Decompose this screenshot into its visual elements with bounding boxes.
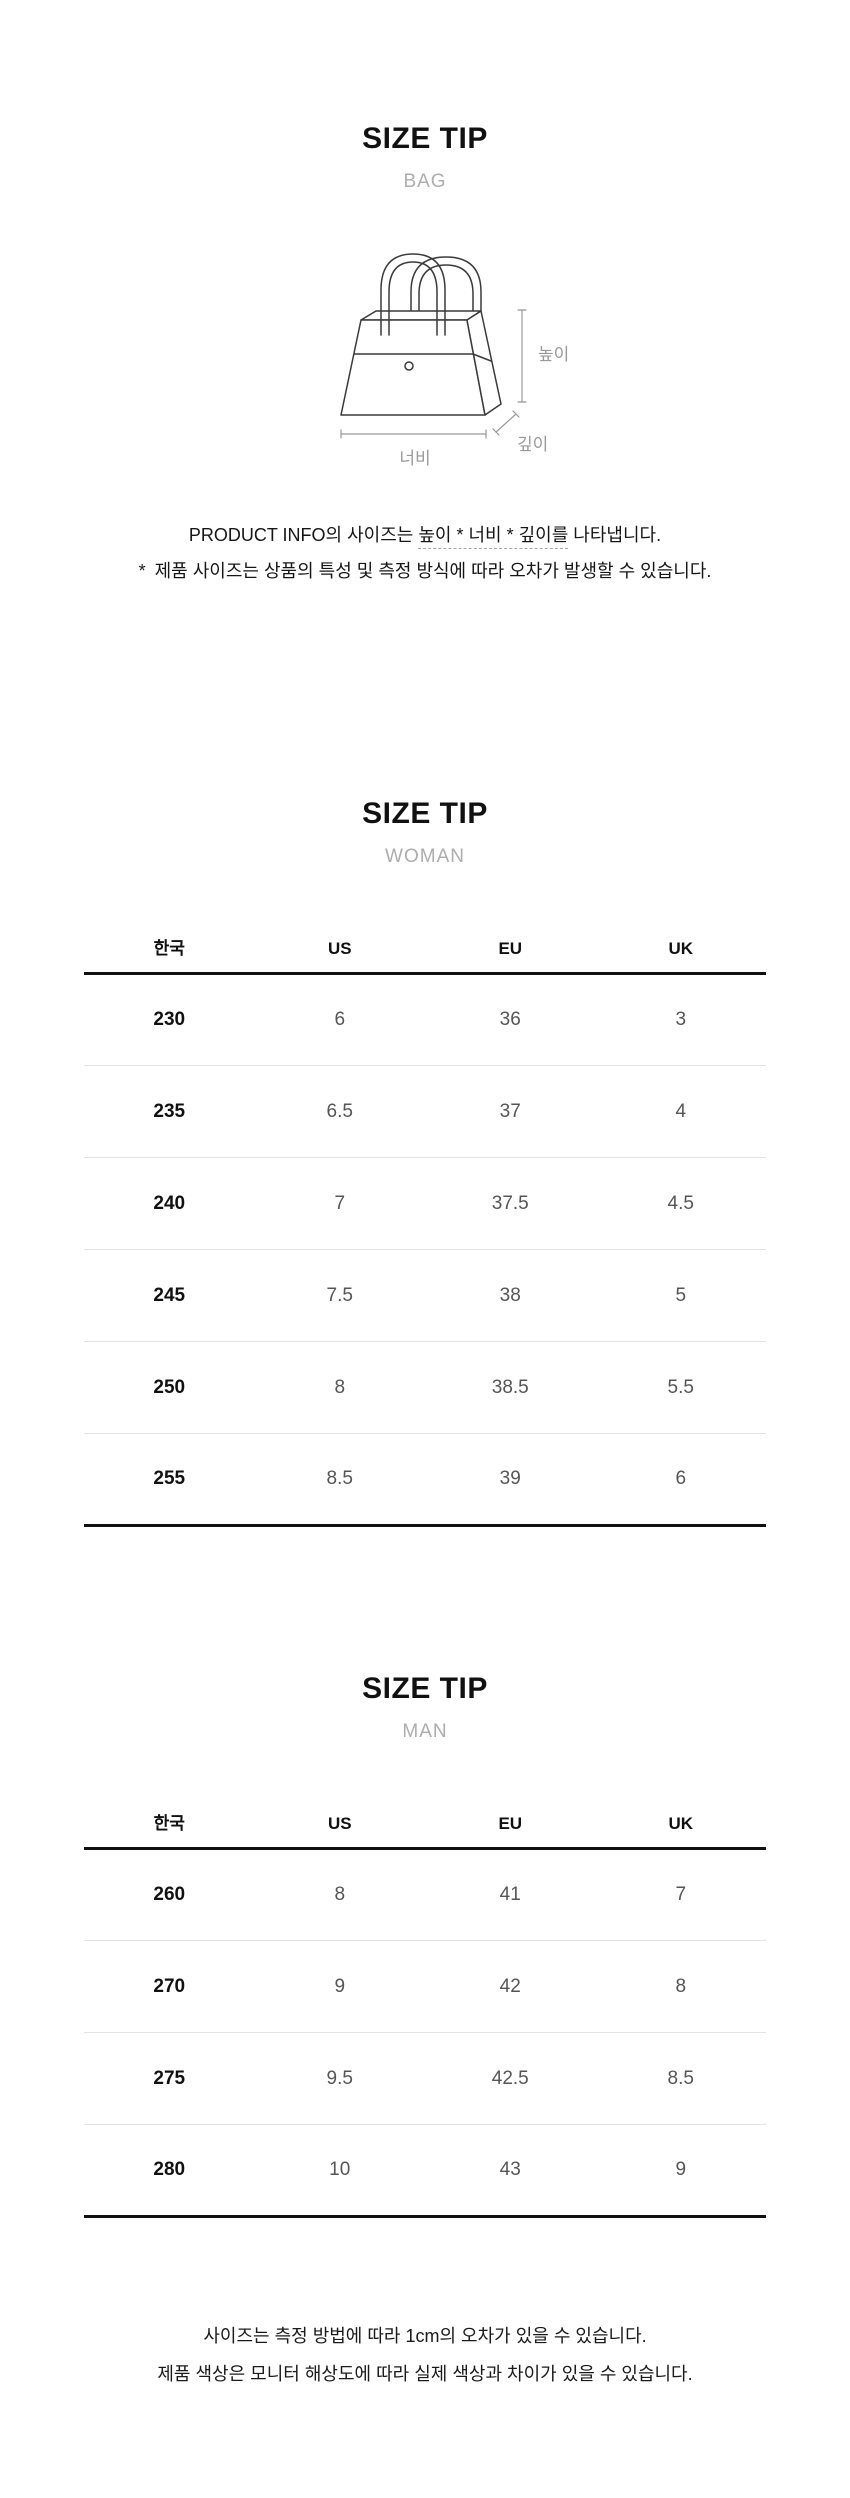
product-info-note: PRODUCT INFO의 사이즈는 높이 * 너비 * 깊이를 나타냅니다. …: [0, 524, 850, 582]
size-cell: 9: [675, 2159, 687, 2180]
size-cell: 235: [153, 1100, 186, 1122]
table-row: 245 7.5 38 5: [84, 1250, 766, 1342]
size-cell: 260: [153, 1884, 186, 1905]
table-header: 한국 US EU UK: [84, 1814, 766, 1849]
section-subtitle: WOMAN: [385, 846, 465, 867]
man-size-table: 한국 US EU UK 260 8 41 7 270 9 42 8 275 9.5 42.5 8.5 280 1…: [84, 1814, 766, 2218]
depth-dimension-line: [495, 413, 517, 433]
size-cell: 6: [675, 1468, 687, 1489]
column-header: UK: [668, 1814, 694, 1833]
info-suffix: 나타냅니다.: [568, 525, 662, 545]
column-header: UK: [668, 939, 694, 958]
width-label: 너비: [399, 449, 430, 468]
page-title: SIZE TIP: [362, 122, 488, 155]
table-row: 270 9 42 8: [84, 1941, 766, 2033]
size-cell: 250: [153, 1376, 186, 1398]
size-cell: 36: [499, 1009, 521, 1030]
measurement-tolerance-note: * 제품 사이즈는 상품의 특성 및 측정 방식에 따라 오차가 발생할 수 있습…: [0, 560, 850, 582]
size-cell: 5.5: [667, 1376, 694, 1398]
table-row: 275 9.5 42.5 8.5: [84, 2033, 766, 2125]
size-cell: 42.5: [491, 2067, 529, 2089]
size-cell: 8: [334, 1884, 346, 1905]
table-row: 240 7 37.5 4.5: [84, 1158, 766, 1250]
info-prefix: PRODUCT INFO의 사이즈는: [188, 525, 419, 545]
column-header: 한국: [153, 939, 185, 958]
section-woman: SIZE TIP WOMAN 한국 US EU UK 230 6 36 3 235 6.5 37 4…: [0, 795, 850, 1527]
size-cell: 9: [334, 1975, 346, 1997]
column-header: US: [327, 1814, 352, 1833]
size-cell: 3: [675, 1009, 687, 1030]
size-cell: 9.5: [326, 2067, 353, 2089]
asterisk-marker: *: [138, 561, 146, 581]
footer-note-2: 제품 색상은 모니터 해상도에 따라 실제 색상과 차이가 있을 수 있습니다.: [157, 2364, 693, 2384]
size-cell: 255: [153, 1468, 186, 1489]
size-cell: 4.5: [667, 1192, 694, 1214]
table-row: 280 10 43 9: [84, 2125, 766, 2217]
table-row: 230 6 36 3: [84, 974, 766, 1066]
size-cell: 8: [675, 1975, 687, 1997]
table-row: 255 8.5 39 6: [84, 1434, 766, 1526]
column-header: US: [327, 939, 352, 958]
section-subtitle: MAN: [402, 1721, 448, 1742]
section-man: SIZE TIP MAN 한국 US EU UK 260 8 41 7 270 9 42 8 275 9…: [0, 1670, 850, 2218]
bag-illustration: 높이 너비 깊이: [340, 253, 569, 468]
woman-size-table: 한국 US EU UK 230 6 36 3 235 6.5 37 4 240 7 37.5 4.5 245 7…: [84, 939, 766, 1527]
product-info-line: PRODUCT INFO의 사이즈는 높이 * 너비 * 깊이를 나타냅니다.: [0, 524, 850, 549]
size-cell: 8.5: [326, 1468, 353, 1489]
size-cell: 10: [329, 2159, 351, 2180]
table-row: 235 6.5 37 4: [84, 1066, 766, 1158]
footer-notes: 사이즈는 측정 방법에 따라 1cm의 오차가 있을 수 있습니다. 제품 색상…: [0, 2324, 850, 2387]
section-subtitle: BAG: [403, 171, 447, 192]
size-cell: 39: [499, 1468, 521, 1489]
size-cell: 6: [334, 1009, 346, 1030]
size-cell: 280: [153, 2159, 186, 2180]
size-cell: 6.5: [326, 1100, 353, 1122]
page-title: SIZE TIP: [362, 797, 488, 830]
size-cell: 43: [499, 2159, 521, 2180]
table-row: 250 8 38.5 5.5: [84, 1342, 766, 1434]
column-header: 한국: [153, 1814, 185, 1833]
note-text: 제품 사이즈는 상품의 특성 및 측정 방식에 따라 오차가 발생할 수 있습니…: [154, 561, 712, 581]
size-cell: 5: [675, 1284, 687, 1306]
table-row: 260 8 41 7: [84, 1849, 766, 1941]
size-cell: 7: [334, 1192, 346, 1214]
size-cell: 4: [675, 1100, 687, 1122]
size-cell: 37.5: [491, 1192, 529, 1214]
size-cell: 38.5: [491, 1376, 529, 1398]
size-cell: 230: [153, 1009, 186, 1030]
column-header: EU: [498, 1814, 523, 1833]
size-cell: 41: [499, 1884, 521, 1905]
info-dimensions-underlined: 높이 * 너비 * 깊이를: [418, 525, 569, 549]
section-bag: SIZE TIP BAG: [0, 120, 850, 582]
size-cell: 8.5: [667, 2067, 694, 2089]
size-cell: 7.5: [326, 1284, 353, 1306]
footer-note-1: 사이즈는 측정 방법에 따라 1cm의 오차가 있을 수 있습니다.: [203, 2326, 647, 2346]
size-cell: 8: [334, 1376, 346, 1398]
size-cell: 245: [153, 1284, 186, 1306]
size-cell: 38: [499, 1284, 521, 1306]
size-cell: 240: [153, 1192, 186, 1214]
depth-label: 깊이: [517, 435, 548, 454]
column-header: EU: [498, 939, 523, 958]
table-header: 한국 US EU UK: [84, 939, 766, 974]
size-cell: 7: [675, 1884, 687, 1905]
size-cell: 42: [499, 1975, 521, 1997]
height-label: 높이: [538, 345, 569, 364]
size-cell: 275: [153, 2067, 186, 2089]
size-cell: 37: [499, 1100, 521, 1122]
page-title: SIZE TIP: [362, 1672, 488, 1705]
size-cell: 270: [153, 1975, 186, 1997]
